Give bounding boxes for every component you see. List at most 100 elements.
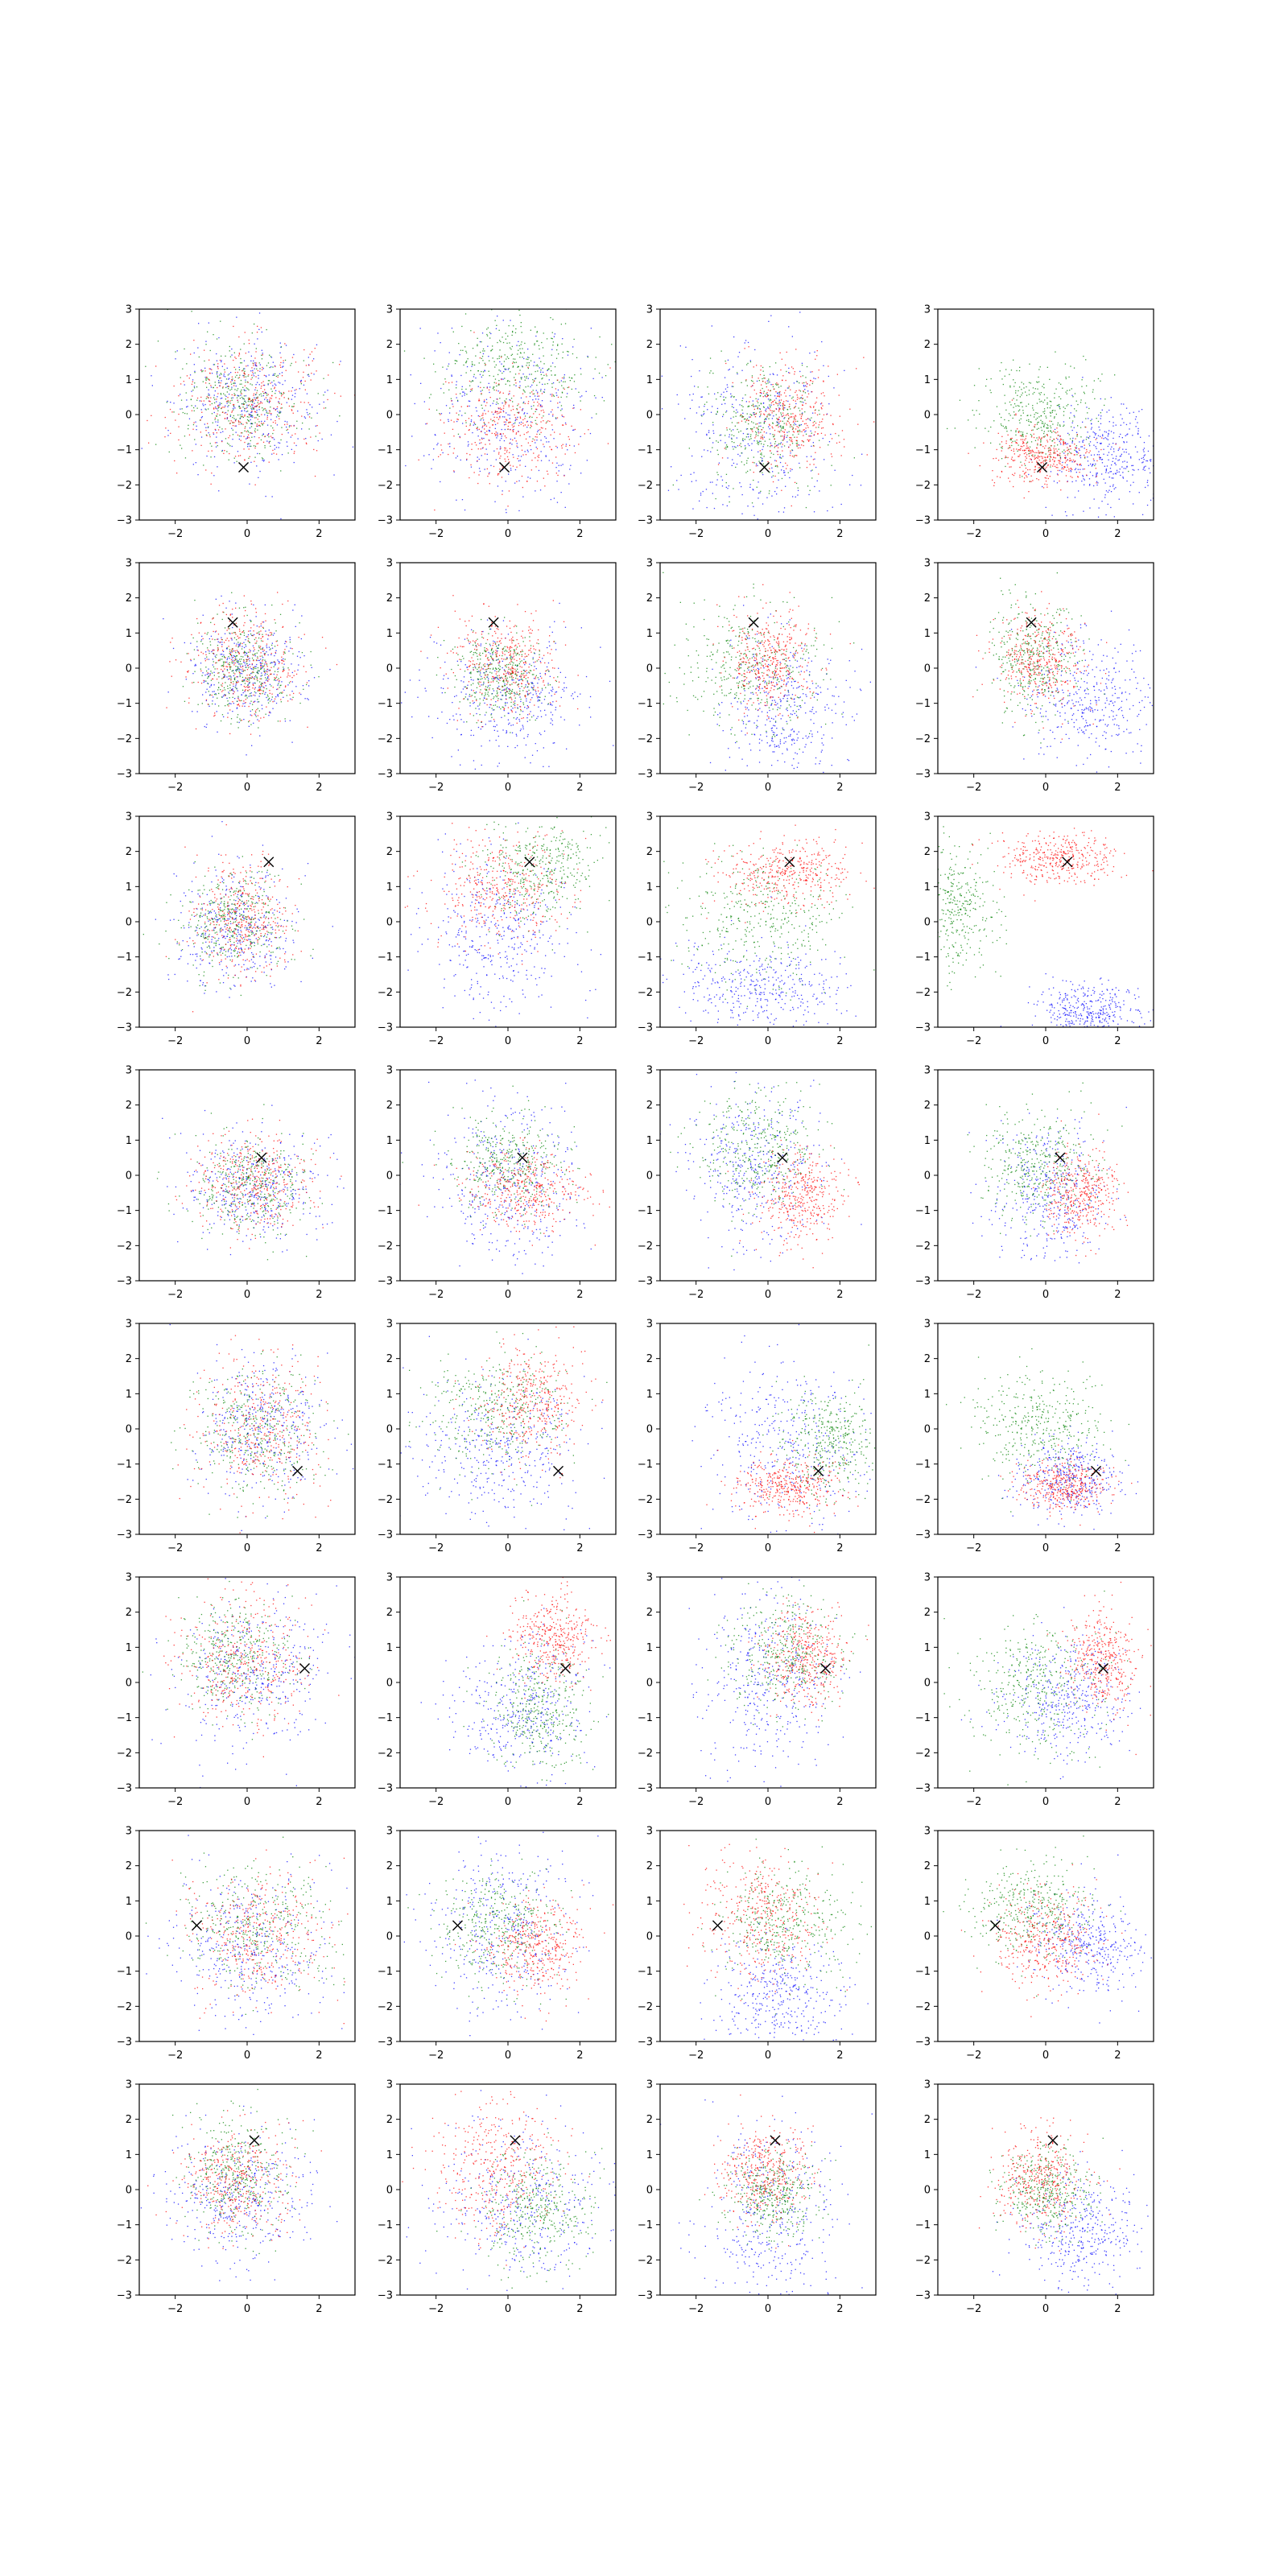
point-blue — [251, 432, 253, 434]
point-red — [791, 441, 793, 443]
y-tick-label: −1 — [915, 444, 931, 456]
point-green — [716, 472, 718, 473]
point-green — [221, 450, 223, 452]
point-red — [507, 428, 509, 430]
x-tick-label: −2 — [167, 528, 183, 540]
point-green — [1068, 448, 1070, 450]
point-green — [532, 382, 535, 383]
point-red — [1034, 452, 1036, 453]
point-blue — [237, 667, 239, 668]
point-red — [1039, 472, 1041, 473]
point-red — [530, 469, 532, 471]
point-red — [574, 428, 576, 431]
point-red — [803, 423, 806, 425]
point-green — [795, 482, 798, 485]
point-green — [1043, 413, 1046, 415]
point-red — [832, 423, 834, 426]
point-blue — [529, 436, 530, 438]
point-green — [1048, 449, 1050, 452]
point-blue — [1086, 436, 1088, 438]
point-red — [1054, 460, 1055, 461]
point-blue — [283, 663, 285, 665]
point-blue — [1143, 466, 1146, 468]
point-blue — [275, 416, 278, 418]
point-green — [1015, 431, 1017, 433]
point-red — [261, 382, 262, 384]
point-green — [529, 416, 530, 419]
point-green — [553, 395, 555, 397]
point-blue — [267, 384, 269, 386]
point-red — [782, 403, 784, 405]
point-blue — [1082, 441, 1084, 444]
point-green — [779, 402, 781, 403]
point-red — [1028, 449, 1030, 452]
point-blue — [201, 416, 203, 418]
point-red — [225, 401, 228, 402]
point-blue — [1121, 453, 1122, 455]
point-blue — [737, 411, 738, 413]
point-green — [986, 378, 988, 380]
point-green — [261, 395, 262, 397]
point-red — [485, 364, 486, 365]
point-red — [254, 411, 256, 412]
point-blue — [720, 476, 722, 477]
point-red — [752, 385, 753, 386]
point-blue — [510, 468, 512, 469]
point-red — [469, 424, 471, 427]
point-green — [782, 427, 784, 429]
point-blue — [273, 673, 275, 675]
point-blue — [448, 352, 450, 353]
point-green — [262, 410, 264, 411]
point-red — [231, 411, 233, 413]
point-green — [1037, 388, 1038, 390]
point-blue — [268, 646, 270, 648]
point-green — [464, 346, 466, 348]
point-green — [280, 392, 283, 394]
point-red — [1064, 458, 1067, 460]
point-blue — [747, 341, 749, 344]
point-red — [813, 424, 815, 426]
point-red — [1054, 460, 1055, 463]
point-blue — [1114, 462, 1116, 464]
point-red — [1059, 455, 1061, 456]
point-red — [293, 452, 295, 454]
point-blue — [217, 424, 218, 427]
point-red — [1046, 475, 1048, 477]
point-red — [808, 440, 810, 441]
x-tick-label: −2 — [428, 528, 444, 540]
point-green — [1059, 425, 1061, 427]
point-green — [230, 383, 233, 385]
point-green — [978, 400, 980, 402]
y-tick-label: 3 — [386, 304, 393, 316]
point-red — [813, 434, 815, 436]
point-blue — [497, 485, 499, 487]
point-green — [536, 331, 538, 332]
point-green — [489, 332, 491, 333]
point-green — [250, 445, 252, 447]
point-red — [339, 364, 341, 365]
point-blue — [1089, 484, 1091, 485]
point-red — [1044, 460, 1046, 462]
point-red — [1009, 445, 1010, 447]
point-blue — [804, 431, 806, 433]
point-blue — [785, 485, 786, 487]
point-blue — [804, 389, 806, 390]
point-red — [545, 428, 547, 430]
point-red — [518, 431, 519, 432]
point-blue — [723, 396, 724, 398]
point-red — [253, 400, 254, 402]
point-blue — [279, 392, 281, 394]
point-red — [470, 464, 472, 466]
point-green — [1022, 392, 1023, 394]
point-blue — [1147, 450, 1150, 452]
point-red — [763, 431, 765, 433]
point-blue — [555, 467, 557, 469]
point-red — [819, 447, 821, 448]
point-green — [214, 419, 216, 420]
point-red — [275, 409, 276, 411]
point-red — [536, 436, 538, 438]
point-green — [764, 440, 766, 442]
point-red — [805, 419, 807, 420]
point-blue — [551, 429, 554, 431]
point-green — [486, 333, 488, 336]
